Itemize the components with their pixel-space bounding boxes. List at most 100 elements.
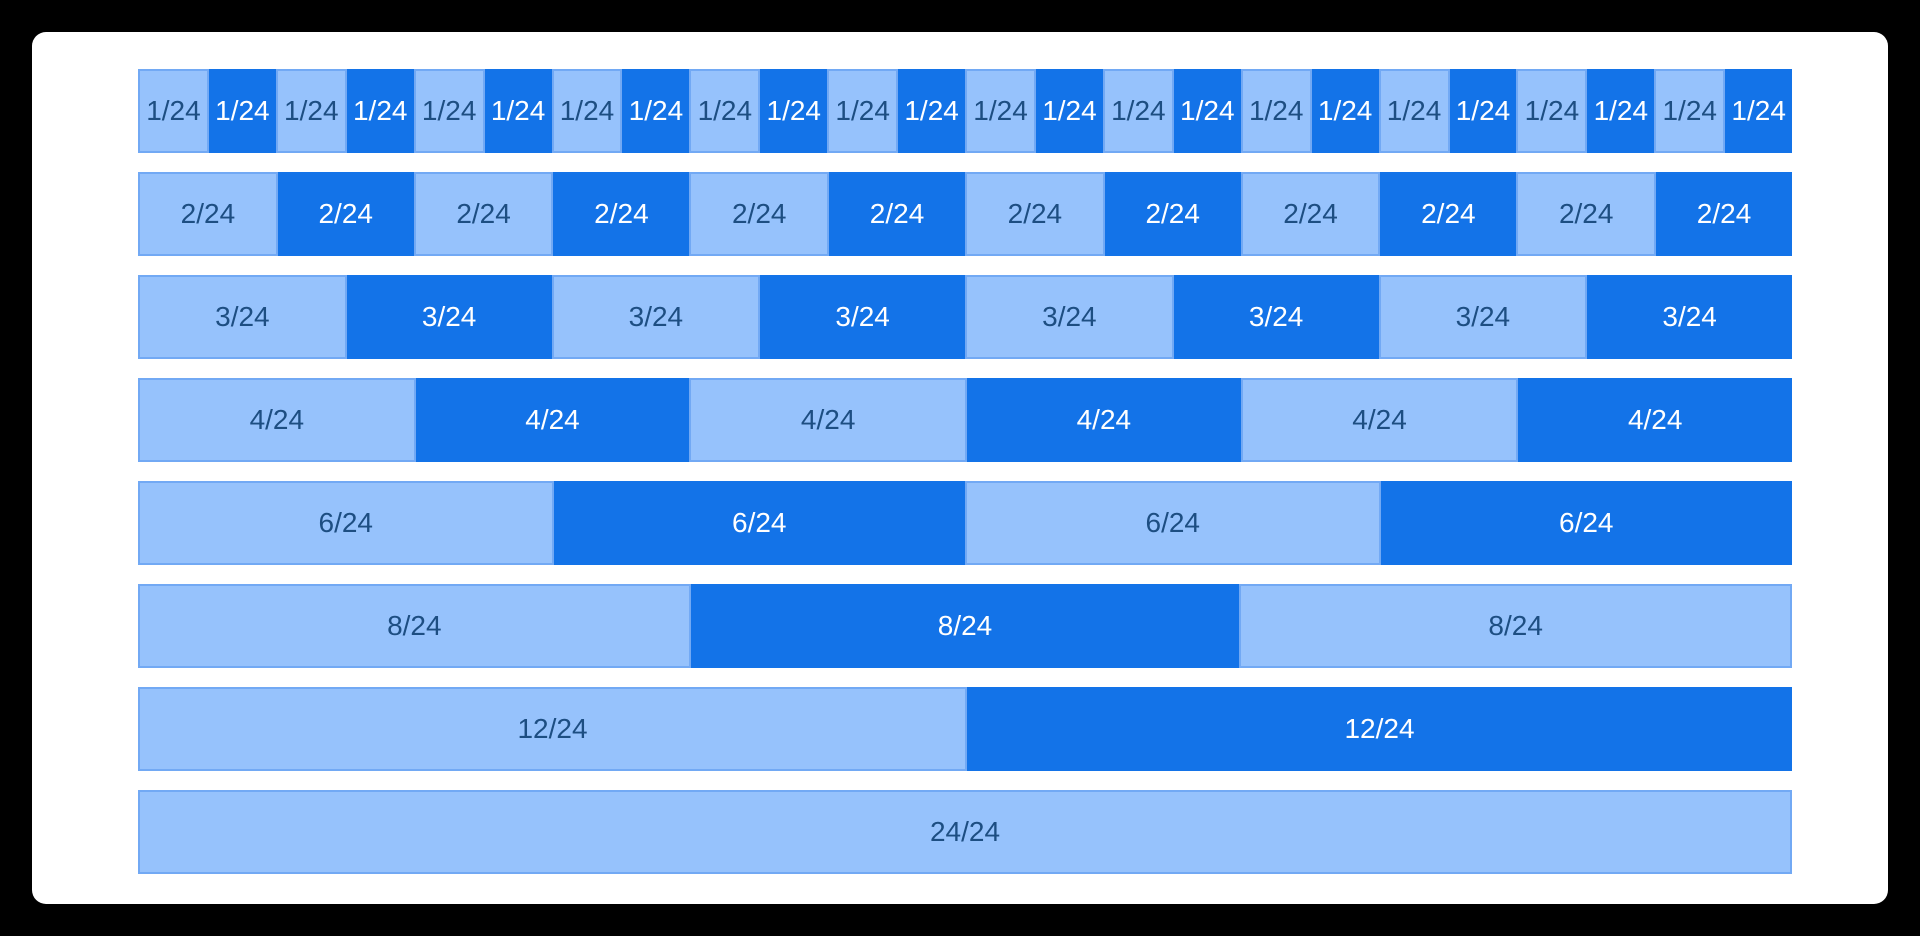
- grid-cell: 1/24: [1654, 69, 1726, 153]
- grid-row-8-24: 8/24 8/24 8/24: [138, 584, 1793, 668]
- grid-cell-label: 2/24: [1145, 198, 1200, 229]
- grid-cell-label: 8/24: [1488, 610, 1543, 641]
- grid-cell: 1/24: [965, 69, 1036, 153]
- grid-cell: 1/24: [413, 69, 485, 153]
- grid-cell-label: 3/24: [421, 301, 477, 332]
- grid-row-3-24: 3/24 3/24 3/24 3/24 3/24 3/24 3/24 3/24: [138, 275, 1792, 359]
- grid-cell: 1/24: [1311, 69, 1379, 153]
- grid-cell-label: 3/24: [1042, 301, 1097, 332]
- grid-cell: 1/24: [1035, 69, 1103, 153]
- grid-cell: 2/24: [1240, 172, 1381, 256]
- grid-cell: 6/24: [1380, 481, 1792, 565]
- grid-cell-label: 1/24: [1455, 95, 1511, 126]
- grid-cell-label: 1/24: [284, 95, 339, 126]
- grid-cell-label: 1/24: [1662, 95, 1717, 126]
- grid-cell: 1/24: [1516, 69, 1588, 153]
- grid-cell: 4/24: [1240, 378, 1519, 462]
- grid-cell: 2/24: [829, 172, 965, 256]
- grid-cell-label: 2/24: [731, 198, 787, 229]
- grid-cell-label: 1/24: [1731, 95, 1786, 126]
- grid-cell-label: 4/24: [1076, 404, 1132, 435]
- grid-cell-label: 1/24: [146, 95, 201, 126]
- grid-cell-label: 8/24: [387, 610, 442, 641]
- grid-cell: 4/24: [967, 378, 1241, 462]
- grid-cell: 6/24: [138, 481, 554, 565]
- grid-cell-label: 8/24: [937, 610, 993, 641]
- grid-demo: 1/24 1/24 1/24 1/24 1/24 1/24 1/24 1/24 1/24 1/24…: [138, 69, 1793, 874]
- grid-cell: 2/24: [138, 172, 278, 256]
- grid-cell: 8/24: [138, 584, 691, 668]
- grid-cell: 2/24: [277, 172, 414, 256]
- grid-cell: 2/24: [1656, 172, 1792, 256]
- grid-cell-label: 2/24: [456, 198, 511, 229]
- grid-cell-label: 1/24: [215, 95, 270, 126]
- grid-cell: 6/24: [553, 481, 965, 565]
- grid-cell: 24/24: [138, 790, 1792, 874]
- grid-cell-label: 4/24: [249, 404, 305, 435]
- grid-cell-label: 1/24: [628, 95, 684, 126]
- grid-cell-label: 12/24: [1344, 713, 1415, 744]
- grid-cell: 1/24: [208, 69, 276, 153]
- grid-cell: 3/24: [1587, 275, 1792, 359]
- grid-cell-label: 1/24: [421, 95, 477, 126]
- grid-cell: 6/24: [965, 481, 1381, 565]
- grid-cell: 3/24: [346, 275, 552, 359]
- grid-cell-label: 1/24: [1042, 95, 1097, 126]
- grid-cell: 1/24: [827, 69, 899, 153]
- grid-cell-label: 2/24: [594, 198, 649, 229]
- grid-row-4-24: 4/24 4/24 4/24 4/24 4/24 4/24: [138, 378, 1793, 462]
- grid-row-24-24: 24/24: [138, 790, 1792, 874]
- grid-cell: 12/24: [138, 687, 967, 771]
- grid-cell-label: 4/24: [525, 404, 580, 435]
- grid-cell: 2/24: [413, 172, 554, 256]
- grid-cell-label: 6/24: [732, 507, 787, 538]
- grid-cell: 1/24: [484, 69, 552, 153]
- grid-cell: 1/24: [551, 69, 623, 153]
- grid-cell-label: 2/24: [1696, 198, 1752, 229]
- grid-cell-label: 4/24: [1352, 404, 1407, 435]
- grid-cell-label: 6/24: [1145, 507, 1201, 538]
- grid-cell-label: 2/24: [318, 198, 373, 229]
- grid-cell: 1/24: [760, 69, 828, 153]
- grid-cell: 1/24: [275, 69, 347, 153]
- grid-cell-label: 1/24: [1593, 95, 1649, 126]
- grid-cell-label: 2/24: [1558, 198, 1614, 229]
- grid-cell: 4/24: [138, 378, 416, 462]
- grid-row-12-24: 12/24 12/24: [138, 687, 1792, 771]
- grid-row-1-24: 1/24 1/24 1/24 1/24 1/24 1/24 1/24 1/24 1/24 1/24…: [138, 69, 1793, 153]
- grid-cell-label: 1/24: [559, 95, 615, 126]
- grid-cell-label: 3/24: [1662, 301, 1717, 332]
- grid-cell: 2/24: [1380, 172, 1517, 256]
- grid-cell-label: 3/24: [215, 301, 270, 332]
- grid-cell-label: 2/24: [1007, 198, 1063, 229]
- grid-cell: 1/24: [622, 69, 690, 153]
- grid-cell-label: 2/24: [1283, 198, 1338, 229]
- grid-cell-label: 2/24: [180, 198, 236, 229]
- grid-cell-label: 12/24: [517, 713, 588, 744]
- grid-cell-label: 3/24: [1248, 301, 1304, 332]
- grid-cell-label: 2/24: [1421, 198, 1476, 229]
- demo-card: 1/24 1/24 1/24 1/24 1/24 1/24 1/24 1/24 1/24 1/24…: [32, 32, 1888, 904]
- grid-cell-label: 1/24: [766, 95, 822, 126]
- grid-cell: 3/24: [551, 275, 761, 359]
- grid-cell: 2/24: [689, 172, 830, 256]
- grid-cell: 1/24: [1587, 69, 1655, 153]
- grid-cell: 2/24: [964, 172, 1105, 256]
- grid-cell: 4/24: [415, 378, 690, 462]
- grid-cell-label: 2/24: [869, 198, 925, 229]
- grid-cell-label: 1/24: [1111, 95, 1166, 126]
- grid-cell-label: 1/24: [490, 95, 546, 126]
- grid-cell-label: 1/24: [1386, 95, 1442, 126]
- grid-cell-label: 1/24: [835, 95, 890, 126]
- grid-cell: 2/24: [1516, 172, 1657, 256]
- grid-row-2-24: 2/24 2/24 2/24 2/24 2/24 2/24 2/24 2/24 2/24 2/24…: [138, 172, 1792, 256]
- grid-cell-label: 1/24: [904, 95, 959, 126]
- grid-cell-label: 3/24: [1455, 301, 1511, 332]
- grid-cell: 12/24: [967, 687, 1792, 771]
- grid-cell: 8/24: [1239, 584, 1793, 668]
- grid-cell: 1/24: [138, 69, 209, 153]
- grid-cell: 3/24: [1173, 275, 1379, 359]
- grid-cell-label: 1/24: [697, 95, 753, 126]
- grid-cell-label: 4/24: [1627, 404, 1683, 435]
